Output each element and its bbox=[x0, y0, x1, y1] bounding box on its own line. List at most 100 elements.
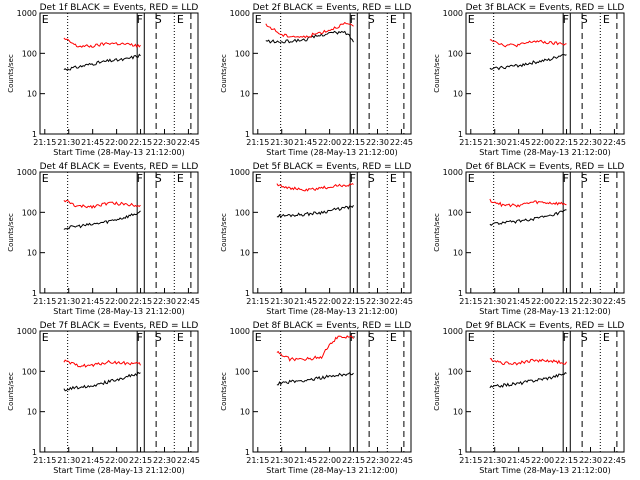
x-tick-label: 21:45 bbox=[294, 297, 317, 306]
y-tick-label: 1 bbox=[458, 289, 463, 298]
marker-label: E bbox=[42, 172, 49, 185]
y-tick-label: 100 bbox=[22, 49, 37, 58]
marker-label: E bbox=[390, 13, 397, 26]
y-tick-label: 100 bbox=[448, 208, 463, 217]
series-lld-line bbox=[63, 199, 141, 210]
x-tick-label: 22:45 bbox=[390, 138, 413, 147]
x-tick-label: 21:30 bbox=[270, 456, 293, 465]
x-tick-label: 22:30 bbox=[366, 456, 389, 465]
marker-label: F bbox=[350, 13, 356, 26]
marker-label: S bbox=[581, 331, 588, 344]
x-axis-label: Start Time (28-May-13 21:12:00) bbox=[479, 466, 610, 475]
y-tick-label: 1000 bbox=[443, 168, 463, 177]
x-tick-label: 22:45 bbox=[390, 297, 413, 306]
y-tick-label: 10 bbox=[27, 249, 37, 258]
x-tick-label: 21:15 bbox=[459, 138, 482, 147]
x-axis-label: Start Time (28-May-13 21:12:00) bbox=[53, 466, 184, 475]
y-axis-label: Counts/sec bbox=[433, 54, 441, 93]
plot-frame bbox=[39, 171, 199, 294]
y-axis-label: Counts/sec bbox=[433, 372, 441, 411]
y-tick-label: 1000 bbox=[230, 168, 250, 177]
x-tick-label: 22:15 bbox=[342, 297, 365, 306]
chart-title: Det 3f BLACK = Events, RED = LLD bbox=[466, 3, 625, 13]
x-tick-label: 22:15 bbox=[342, 456, 365, 465]
y-axis-label: Counts/sec bbox=[7, 54, 15, 93]
x-tick-label: 22:00 bbox=[105, 456, 128, 465]
x-tick-label: 21:30 bbox=[483, 138, 506, 147]
series-lld-line bbox=[489, 198, 567, 208]
y-tick-label: 1000 bbox=[443, 327, 463, 336]
plot-frame bbox=[252, 330, 412, 453]
y-axis-label: Counts/sec bbox=[220, 372, 228, 411]
x-tick-label: 22:30 bbox=[153, 297, 176, 306]
x-tick-label: 22:15 bbox=[555, 456, 578, 465]
plot-frame bbox=[465, 330, 625, 453]
series-lld-line bbox=[63, 359, 141, 368]
chart-panel-5: Det 5f BLACK = Events, RED = LLD Counts/s… bbox=[220, 162, 413, 316]
plot-frame bbox=[252, 171, 412, 294]
marker-label: F bbox=[137, 331, 143, 344]
series-events-line bbox=[489, 372, 567, 389]
y-tick-label: 1000 bbox=[17, 168, 37, 177]
chart-title: Det 9f BLACK = Events, RED = LLD bbox=[466, 321, 625, 331]
series-events-line bbox=[276, 371, 354, 386]
x-tick-label: 22:15 bbox=[129, 297, 152, 306]
x-tick-label: 21:45 bbox=[294, 138, 317, 147]
x-tick-label: 22:45 bbox=[177, 297, 200, 306]
chart-title: Det 6f BLACK = Events, RED = LLD bbox=[466, 162, 625, 172]
x-axis-label: Start Time (28-May-13 21:12:00) bbox=[479, 307, 610, 316]
x-tick-label: 21:15 bbox=[33, 456, 56, 465]
y-tick-label: 1 bbox=[32, 448, 37, 457]
chart-panel-7: Det 7f BLACK = Events, RED = LLD Counts/s… bbox=[7, 321, 200, 475]
marker-label: F bbox=[563, 172, 569, 185]
x-tick-label: 22:30 bbox=[579, 297, 602, 306]
x-tick-label: 22:30 bbox=[366, 138, 389, 147]
marker-label: E bbox=[42, 13, 49, 26]
x-tick-label: 21:15 bbox=[246, 297, 269, 306]
y-tick-label: 10 bbox=[240, 408, 250, 417]
marker-label: E bbox=[42, 331, 49, 344]
y-tick-label: 1 bbox=[245, 289, 250, 298]
x-axis-label: Start Time (28-May-13 21:12:00) bbox=[53, 307, 184, 316]
x-tick-label: 21:30 bbox=[270, 297, 293, 306]
marker-label: E bbox=[603, 331, 610, 344]
y-tick-label: 10 bbox=[240, 90, 250, 99]
chart-title: Det 7f BLACK = Events, RED = LLD bbox=[40, 321, 199, 331]
chart-title: Det 1f BLACK = Events, RED = LLD bbox=[40, 3, 199, 13]
marker-label: E bbox=[177, 172, 184, 185]
chart-panel-4: Det 4f BLACK = Events, RED = LLD Counts/s… bbox=[7, 162, 200, 316]
y-tick-label: 10 bbox=[453, 249, 463, 258]
y-tick-label: 1000 bbox=[17, 327, 37, 336]
marker-label: S bbox=[155, 331, 162, 344]
series-events-line bbox=[489, 209, 567, 226]
marker-label: S bbox=[155, 172, 162, 185]
marker-label: E bbox=[468, 13, 475, 26]
marker-label: E bbox=[177, 331, 184, 344]
x-tick-label: 22:30 bbox=[579, 138, 602, 147]
series-events-line bbox=[489, 53, 567, 71]
y-tick-label: 100 bbox=[235, 49, 250, 58]
x-tick-label: 22:15 bbox=[342, 138, 365, 147]
series-events-line bbox=[63, 53, 141, 71]
series-lld-line bbox=[489, 358, 567, 366]
y-axis-label: Counts/sec bbox=[7, 213, 15, 252]
marker-label: E bbox=[603, 172, 610, 185]
x-tick-label: 22:00 bbox=[531, 138, 554, 147]
series-events-line bbox=[276, 205, 354, 219]
x-tick-label: 21:15 bbox=[33, 138, 56, 147]
series-events-line bbox=[63, 371, 141, 392]
y-tick-label: 100 bbox=[448, 367, 463, 376]
x-tick-label: 21:30 bbox=[483, 297, 506, 306]
x-tick-label: 22:15 bbox=[129, 456, 152, 465]
marker-label: E bbox=[255, 13, 262, 26]
y-tick-label: 1 bbox=[458, 448, 463, 457]
x-tick-label: 21:15 bbox=[33, 297, 56, 306]
x-tick-label: 21:45 bbox=[81, 138, 104, 147]
x-axis-label: Start Time (28-May-13 21:12:00) bbox=[266, 466, 397, 475]
x-tick-label: 22:45 bbox=[603, 297, 626, 306]
y-tick-label: 1 bbox=[245, 130, 250, 139]
marker-label: E bbox=[390, 172, 397, 185]
y-tick-label: 1 bbox=[458, 130, 463, 139]
plot-frame bbox=[465, 12, 625, 135]
